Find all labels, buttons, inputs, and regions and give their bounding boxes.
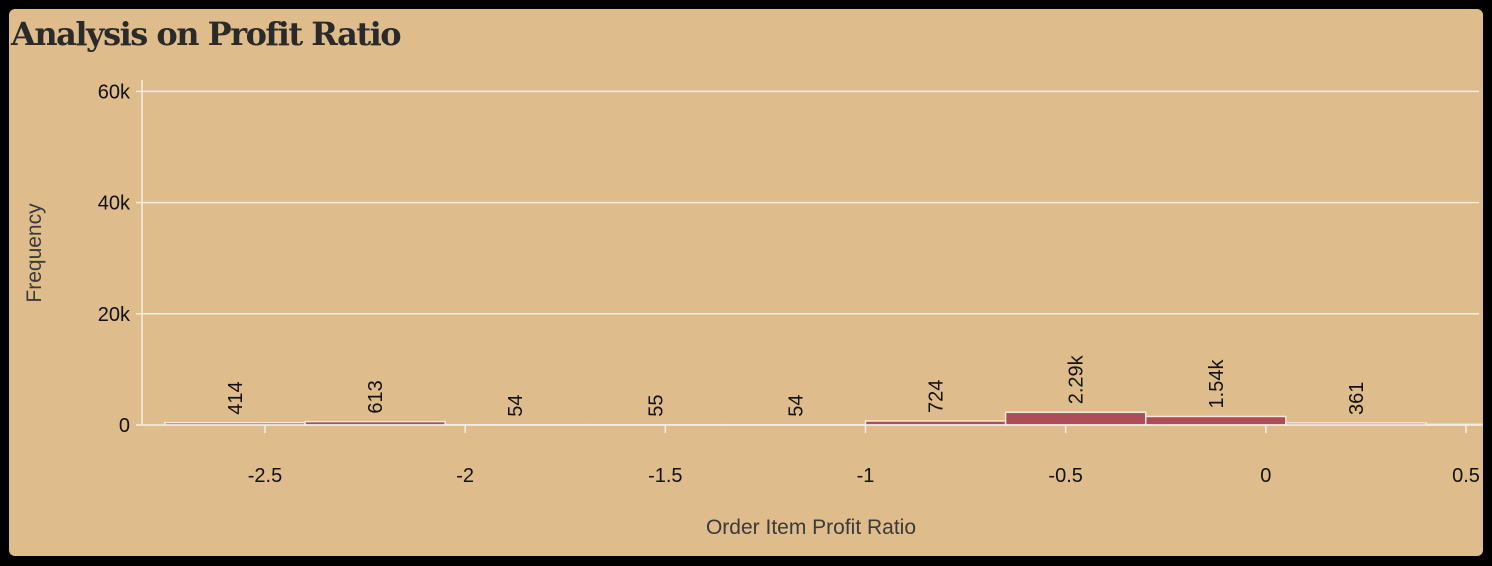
x-tick-label: -1.5: [648, 465, 682, 487]
y-tick-label: 0: [119, 415, 130, 437]
bar-value-label: 613: [365, 380, 387, 413]
histogram-chart: 0 20k 40k 60k -2.5 -2 -1.5 -1 -0.5 0 0.5 414 613 54 55…: [23, 80, 1483, 539]
bar-value-label: 414: [225, 381, 247, 414]
x-tick-label: -2.5: [248, 465, 282, 487]
histogram-bar[interactable]: [1144, 415, 1287, 426]
x-tick-label: 0: [1260, 465, 1271, 487]
bar-value-label: 724: [926, 380, 948, 413]
x-axis-title: Order Item Profit Ratio: [706, 516, 916, 539]
x-tick-label: -1: [857, 465, 875, 487]
y-tick-label: 60k: [98, 81, 131, 103]
bar-value-label: 1.54k: [1206, 359, 1228, 409]
bar-value-label: 2.29k: [1066, 354, 1088, 404]
chart-panel: Analysis on Profit Ratio 0 20k 40k 60k -2.5 -…: [9, 9, 1483, 556]
bar-value-label: 54: [505, 394, 527, 416]
x-tick-label: -2: [456, 465, 474, 487]
bar-value-label: 55: [645, 394, 667, 416]
bar-value-label: 54: [785, 394, 807, 416]
x-tick-label: -0.5: [1048, 465, 1082, 487]
histogram-bar[interactable]: [1004, 411, 1147, 426]
y-tick-label: 40k: [98, 193, 131, 215]
y-tick-label: 20k: [98, 304, 131, 326]
bar-value-label: 361: [1346, 382, 1368, 415]
chart-title: Analysis on Profit Ratio: [11, 15, 402, 53]
y-axis-title: Frequency: [23, 203, 46, 303]
x-tick-label: 0.5: [1452, 465, 1480, 487]
